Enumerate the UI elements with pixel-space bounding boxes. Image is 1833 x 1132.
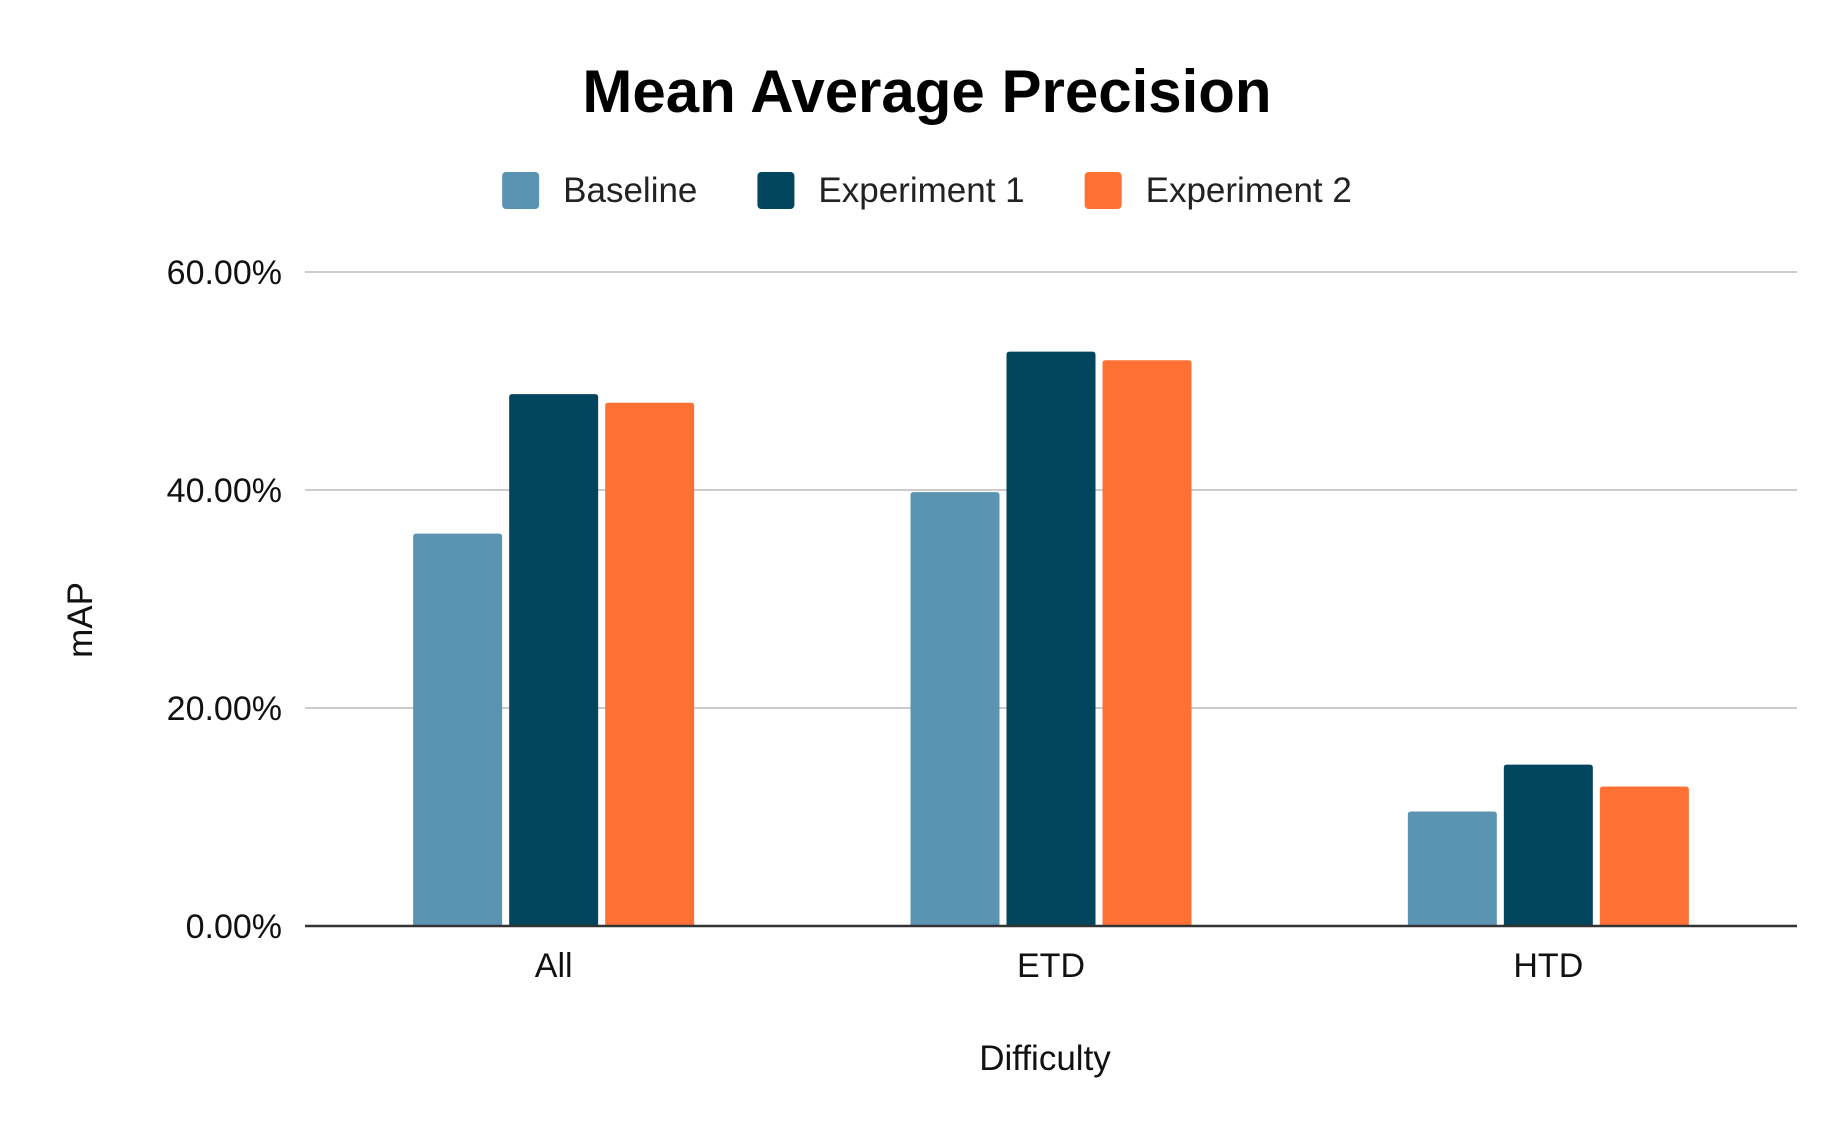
legend-swatch [757, 172, 795, 209]
legend-item: Experiment 2 [1084, 171, 1352, 210]
bar-experiment-2-etd [1102, 360, 1192, 926]
legend-swatch [502, 172, 540, 209]
y-axis-ticks: 0.00% 20.00% 40.00% 60.00% [167, 254, 282, 946]
x-tick-label: ETD [1017, 947, 1085, 985]
legend: Baseline Experiment 1 Experiment 2 [502, 171, 1352, 210]
x-tick-label: All [535, 947, 573, 985]
legend-label: Experiment 2 [1146, 171, 1352, 210]
bars [413, 351, 1689, 927]
legend-swatch [1084, 172, 1122, 209]
bar-experiment-2-htd [1599, 786, 1689, 926]
x-axis-label: Difficulty [979, 1039, 1111, 1078]
y-tick-label: 20.00% [167, 690, 282, 728]
y-tick-label: 60.00% [167, 254, 282, 292]
legend-item: Experiment 1 [757, 171, 1025, 210]
legend-label: Baseline [563, 171, 697, 210]
bar-experiment-2-all [605, 402, 695, 926]
bar-experiment-1-all [509, 394, 599, 927]
legend-item: Baseline [502, 171, 697, 210]
bar-baseline-etd [910, 492, 1000, 926]
y-tick-label: 40.00% [167, 472, 282, 510]
y-tick-label: 0.00% [186, 908, 282, 946]
bar-experiment-1-htd [1503, 764, 1593, 926]
bar-experiment-1-etd [1006, 351, 1096, 926]
y-axis-label: mAP [61, 582, 100, 658]
bar-baseline-all [413, 533, 503, 926]
chart-title: Mean Average Precision [582, 58, 1271, 125]
x-axis-ticks: All ETD HTD [535, 947, 1584, 985]
legend-label: Experiment 1 [818, 171, 1024, 210]
x-tick-label: HTD [1513, 947, 1583, 985]
bar-baseline-htd [1407, 811, 1497, 926]
